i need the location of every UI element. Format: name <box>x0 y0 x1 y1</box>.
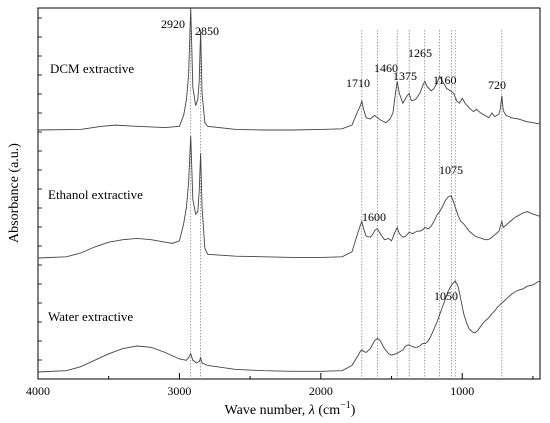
annotation-2920: 2920 <box>161 17 185 31</box>
annotation-1375: 1375 <box>393 69 417 83</box>
annotation-1710: 1710 <box>346 76 370 90</box>
annotation-2850: 2850 <box>195 24 219 38</box>
annotation-1600: 1600 <box>362 210 386 224</box>
peak-guide-lines <box>190 30 503 379</box>
annotation-1160: 1160 <box>433 73 457 87</box>
series-label-ethanol: Ethanol extractive <box>48 187 143 202</box>
x-tick-label-3000: 3000 <box>167 384 191 398</box>
x-axis-label-lambda: λ <box>308 403 315 418</box>
series-line-ethanol <box>37 135 541 259</box>
spectra-curves <box>37 7 541 373</box>
x-tick-label-1000: 1000 <box>450 384 474 398</box>
series-line-water <box>37 280 541 373</box>
series-label-dcm: DCM extractive <box>50 61 134 76</box>
x-axis-label-close: ) <box>351 403 356 418</box>
annotation-1460: 1460 <box>374 61 398 75</box>
x-axis-label-exponent: −1 <box>340 400 351 411</box>
annotation-1050: 1050 <box>434 289 458 303</box>
series-line-dcm <box>37 7 541 131</box>
series-label-water: Water extractive <box>48 309 133 324</box>
annotation-1075: 1075 <box>439 163 463 177</box>
y-axis-label: Absorbance (a.u.) <box>7 143 22 243</box>
y-ticks <box>38 17 42 361</box>
x-axis-label-prefix: Wave number, <box>225 403 309 418</box>
x-axis-label-unit: (cm <box>315 403 340 418</box>
x-ticks: 4000 3000 2000 1000 <box>26 373 534 398</box>
x-tick-label-2000: 2000 <box>309 384 333 398</box>
annotation-720: 720 <box>488 78 506 92</box>
plot-frame <box>37 7 541 380</box>
annotation-1265: 1265 <box>408 46 432 60</box>
x-tick-label-4000: 4000 <box>26 384 50 398</box>
x-axis-label: Wave number, λ (cm−1) <box>225 400 356 418</box>
